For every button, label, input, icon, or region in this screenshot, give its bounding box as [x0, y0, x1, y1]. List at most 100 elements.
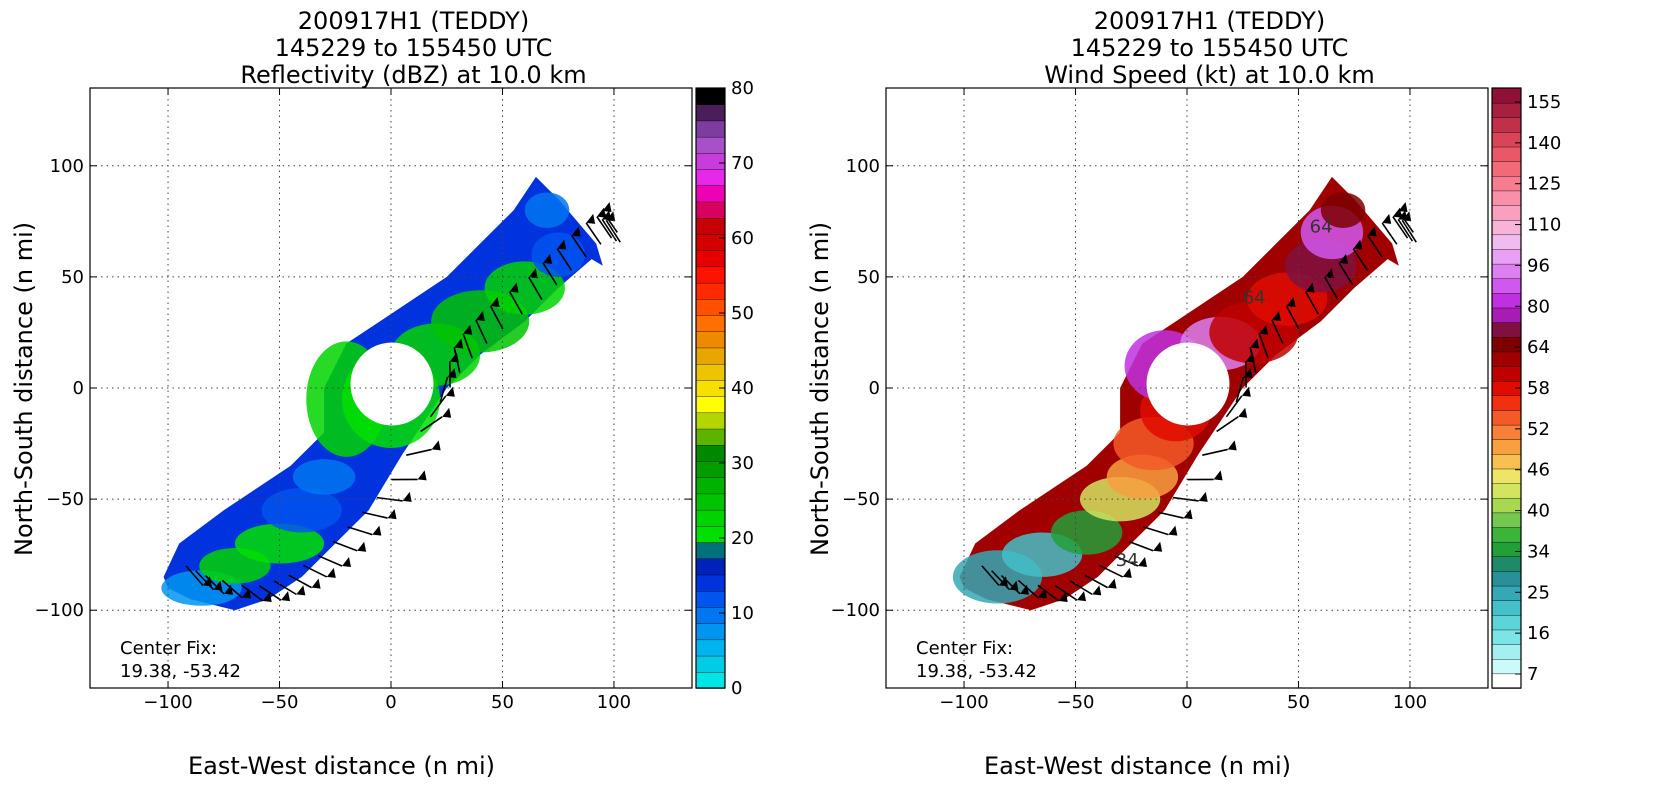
- x-tick-label: 0: [1181, 692, 1192, 713]
- colorbar-tick-label: 70: [731, 153, 754, 174]
- colorbar-segment: [695, 136, 726, 154]
- colorbar-segment: [1491, 395, 1522, 411]
- wind-barb-flag: [1122, 567, 1132, 578]
- wind-barb-flag: [431, 440, 441, 451]
- wind-barb: [1143, 526, 1169, 536]
- wind-barb: [556, 248, 573, 271]
- colorbar-tick-label: 34: [1527, 541, 1550, 562]
- wind-barb: [1084, 574, 1108, 589]
- wind-barb: [462, 333, 473, 359]
- colorbar-tick-label: 16: [1527, 623, 1550, 644]
- colorbar-tick-label: 7: [1527, 664, 1538, 685]
- y-tick-label: −50: [842, 489, 880, 510]
- wind-barb-flag: [445, 386, 455, 397]
- wind-barb-flag: [528, 268, 538, 279]
- wind-barb: [420, 416, 443, 433]
- wind-barb: [1158, 511, 1184, 519]
- wind-barb-flag: [1198, 491, 1208, 502]
- wind-barb: [362, 511, 388, 519]
- colorbar-segment: [1491, 351, 1522, 367]
- colorbar-tick-label: 40: [731, 378, 754, 399]
- colorbar-segment: [695, 639, 726, 657]
- wind-barb: [406, 448, 432, 456]
- wind-barb: [1397, 210, 1414, 233]
- wind-barb-flag: [1324, 268, 1334, 279]
- colorbar-segment: [1491, 482, 1522, 499]
- wind-barb: [596, 216, 613, 239]
- wind-barb-flag: [543, 253, 553, 264]
- colorbar-tick-label: 10: [731, 603, 754, 624]
- colorbar-segment: [1491, 219, 1522, 236]
- y-tick-label: 100: [846, 156, 880, 177]
- x-tick-label: −100: [143, 692, 192, 713]
- colorbar-segment: [1491, 292, 1522, 309]
- wind-barb-flag: [296, 585, 306, 596]
- colorbar-tick-label: 46: [1527, 460, 1550, 481]
- y-tick-label: 0: [73, 378, 84, 399]
- colorbar-segment: [695, 363, 726, 381]
- x-tick-label: −100: [939, 692, 988, 713]
- wind-barb: [1401, 219, 1417, 243]
- wind-barb-flag: [281, 591, 291, 602]
- colorbar-segment: [1491, 599, 1522, 616]
- x-tick-label: 0: [385, 692, 396, 713]
- wind-barb: [429, 395, 447, 418]
- wind-barb-flag: [1398, 202, 1408, 213]
- colorbar-segment: [695, 622, 726, 641]
- wind-barb: [221, 579, 243, 599]
- chart-title-line-3: Reflectivity (dBZ) at 10.0 km: [240, 61, 587, 89]
- colorbar-segment: [1491, 248, 1522, 265]
- colorbar-segment: [695, 168, 726, 186]
- plot-area: 64 64 34: [952, 176, 1417, 611]
- wind-barb-flag: [1259, 324, 1269, 335]
- wind-barb-flag: [1137, 557, 1147, 568]
- x-tick-label: 50: [1287, 692, 1310, 713]
- wind-barb-flag: [602, 202, 612, 213]
- colorbar-segment: [695, 201, 726, 219]
- colorbar-segment: [695, 444, 726, 462]
- colorbar: 155 140 125 110 96 80 64 58 52 46 40 34 25 16 7: [1491, 87, 1561, 689]
- contour-label: 64: [1243, 288, 1266, 309]
- colorbar-tick-label: 52: [1527, 419, 1550, 440]
- wind-barb: [195, 570, 215, 591]
- wind-barb-flag: [1241, 386, 1251, 397]
- colorbar-segment: [695, 574, 726, 592]
- chart-title-line-1: 200917H1 (TEDDY): [297, 7, 530, 35]
- colorbar-segment: [1491, 643, 1522, 660]
- colorbar-tick-label: 50: [731, 303, 754, 324]
- colorbar-segment: [1491, 512, 1522, 528]
- colorbar-segment: [1491, 87, 1522, 104]
- center-fix-label: Center Fix:: [916, 638, 1014, 659]
- colorbar-segment: [1491, 204, 1522, 221]
- wind-barb: [1172, 496, 1199, 502]
- wind-barb: [489, 305, 504, 330]
- colorbar-segment: [1491, 614, 1522, 631]
- wind-barb: [1099, 564, 1124, 578]
- wind-barb-flag: [442, 407, 452, 418]
- colorbar-segment: [695, 331, 726, 349]
- colorbar-tick-label: 64: [1527, 337, 1550, 358]
- wind-barb-flag: [1382, 213, 1392, 224]
- wind-barb-flag: [1305, 282, 1315, 293]
- colorbar-segment: [695, 590, 726, 608]
- x-axis-label: East-West distance (n mi): [983, 752, 1292, 780]
- wind-barb: [453, 347, 461, 374]
- x-tick-label: −50: [1057, 692, 1095, 713]
- colorbar-segment: [695, 120, 726, 138]
- wind-barb-flag: [509, 282, 519, 293]
- wind-barb-flag: [1227, 440, 1237, 451]
- intensity-band: [1320, 192, 1366, 229]
- wind-barb-flag: [557, 239, 567, 250]
- x-tick-label: −50: [261, 692, 299, 713]
- colorbar-segment: [695, 233, 726, 251]
- wind-barb-flag: [1077, 591, 1087, 602]
- colorbar-segment: [695, 395, 726, 414]
- data-swath: [161, 176, 603, 611]
- colorbar-segment: [695, 217, 726, 235]
- wind-barb: [185, 565, 204, 586]
- wind-barb-flag: [463, 324, 473, 335]
- wind-barb: [1113, 554, 1139, 567]
- y-axis-label: North-South distance (n mi): [10, 221, 38, 556]
- wind-barb: [542, 262, 558, 286]
- x-axis-label: East-West distance (n mi): [187, 752, 496, 780]
